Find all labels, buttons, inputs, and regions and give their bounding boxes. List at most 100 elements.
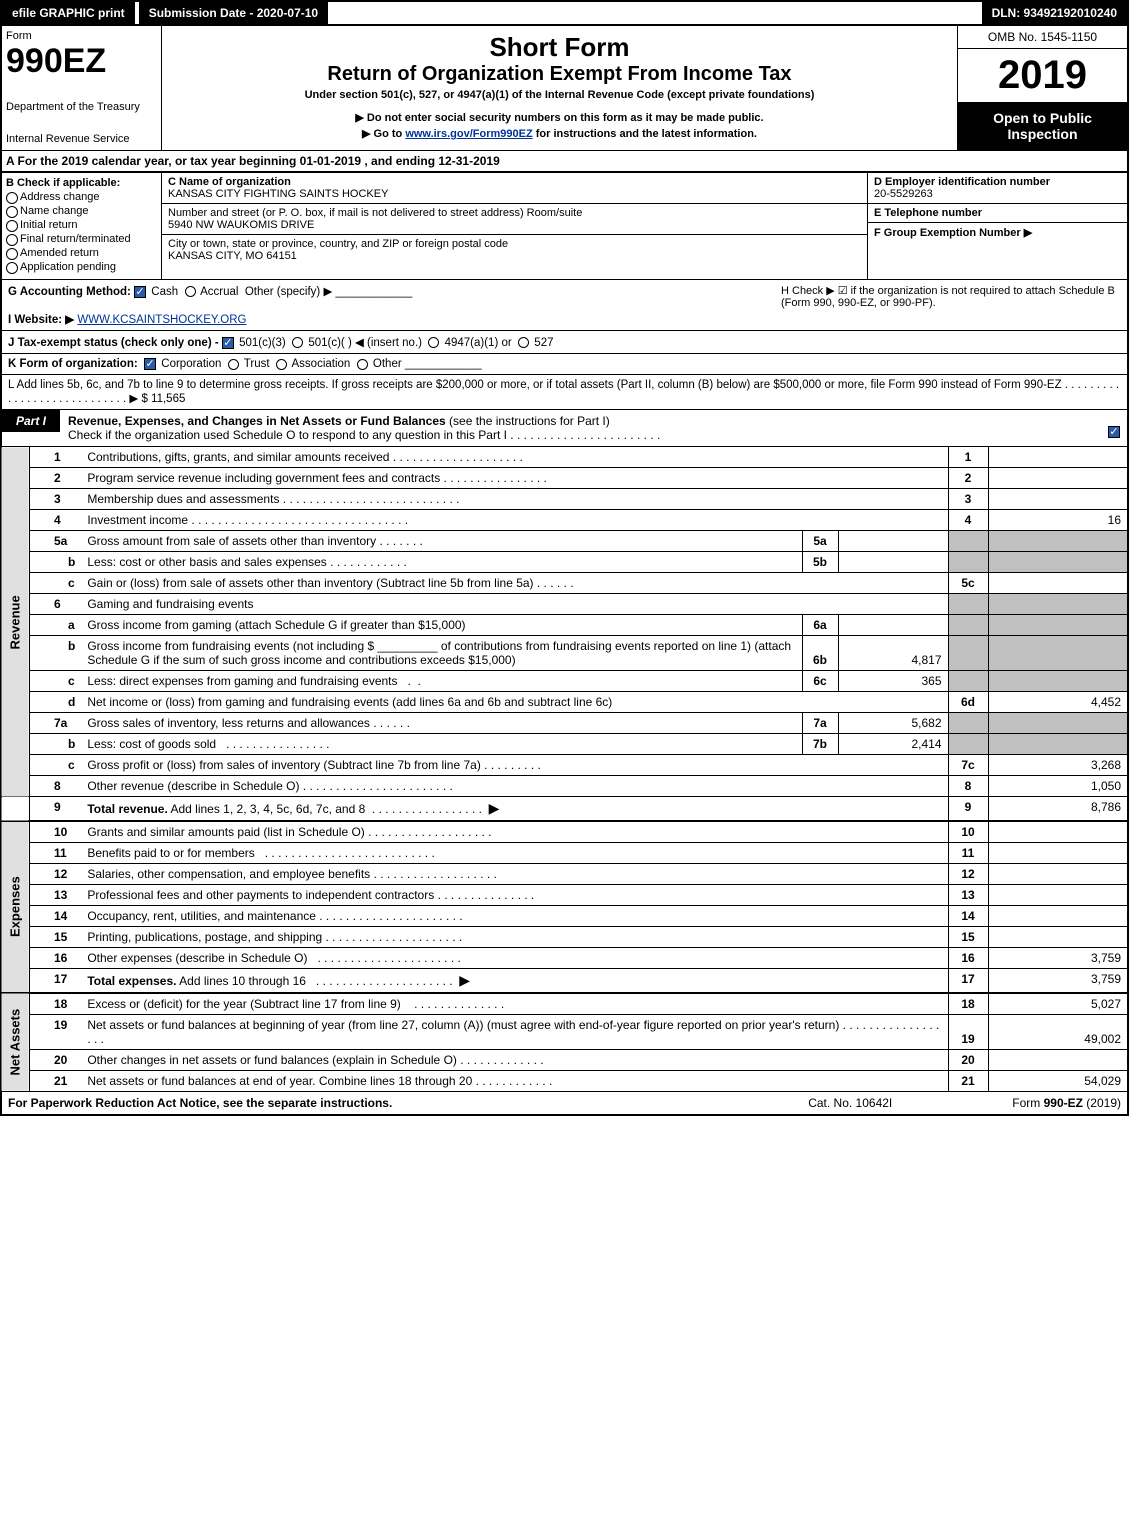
l6a-mval <box>838 615 948 636</box>
j-pre: J Tax-exempt status (check only one) - <box>8 337 222 349</box>
l10-rval <box>988 821 1128 843</box>
l7c-rnum: 7c <box>948 755 988 776</box>
cb-final-return[interactable]: Final return/terminated <box>20 233 157 245</box>
l5b-desc: Less: cost or other basis and sales expe… <box>81 552 802 573</box>
txt-corp: Corporation <box>161 358 221 370</box>
cb-501c3[interactable]: ✓ <box>222 337 234 349</box>
l6a-num: a <box>30 615 82 636</box>
cb-527[interactable] <box>518 337 529 348</box>
txt-4947: 4947(a)(1) or <box>445 337 512 349</box>
txt-501c: 501(c)( ) ◀ (insert no.) <box>308 337 422 349</box>
l6c-rnum <box>948 671 988 692</box>
l16-rval: 3,759 <box>988 948 1128 969</box>
l6-rval <box>988 594 1128 615</box>
l6b-desc: Gross income from fundraising events (no… <box>81 636 802 671</box>
l1-num: 1 <box>30 447 82 468</box>
l5a-desc: Gross amount from sale of assets other t… <box>81 531 802 552</box>
efile-print-button[interactable]: efile GRAPHIC print <box>2 2 135 24</box>
col-b-checkboxes: B Check if applicable: Address change Na… <box>2 173 162 279</box>
goto-pre: ▶ Go to <box>362 128 405 140</box>
row-g-accounting: G Accounting Method: ✓ Cash Accrual Othe… <box>0 280 1129 331</box>
cb-amended-return[interactable]: Amended return <box>20 247 157 259</box>
l8-rnum: 8 <box>948 776 988 797</box>
l14-rval <box>988 906 1128 927</box>
grp-label: F Group Exemption Number ▶ <box>874 226 1121 239</box>
l15-rnum: 15 <box>948 927 988 948</box>
txt-other: Other (specify) ▶ <box>245 286 332 298</box>
l15-desc: Printing, publications, postage, and shi… <box>81 927 948 948</box>
l11-rnum: 11 <box>948 843 988 864</box>
l12-desc: Salaries, other compensation, and employ… <box>81 864 948 885</box>
l7b-num: b <box>30 734 82 755</box>
txt-trust: Trust <box>244 358 270 370</box>
cb-other-org[interactable] <box>357 359 368 370</box>
form-title-2: Return of Organization Exempt From Incom… <box>168 63 951 86</box>
l17-rval: 3,759 <box>988 969 1128 994</box>
l21-rnum: 21 <box>948 1071 988 1092</box>
ein-label: D Employer identification number <box>874 176 1121 188</box>
l5a-num: 5a <box>30 531 82 552</box>
l3-num: 3 <box>30 489 82 510</box>
dept-treasury: Department of the Treasury <box>6 101 157 113</box>
l19-rnum: 19 <box>948 1015 988 1050</box>
part-1-note: (see the instructions for Part I) <box>449 414 610 428</box>
tel-label: E Telephone number <box>874 207 1121 219</box>
cb-schedule-o[interactable]: ✓ <box>1108 426 1120 438</box>
l5a-mnum: 5a <box>802 531 838 552</box>
part-1-check-note: Check if the organization used Schedule … <box>68 428 660 442</box>
l5c-num: c <box>30 573 82 594</box>
part-1-tab: Part I <box>2 410 60 432</box>
l7b-mval: 2,414 <box>838 734 948 755</box>
l6a-rval <box>988 615 1128 636</box>
cb-association[interactable] <box>276 359 287 370</box>
l3-rval <box>988 489 1128 510</box>
info-grid: B Check if applicable: Address change Na… <box>0 173 1129 280</box>
footer-cat: Cat. No. 10642I <box>808 1096 892 1110</box>
col-b-header: B Check if applicable: <box>6 177 157 189</box>
form-header: Form 990EZ Department of the Treasury In… <box>0 26 1129 150</box>
cb-4947[interactable] <box>428 337 439 348</box>
txt-527: 527 <box>534 337 553 349</box>
row-h-schedule-b: H Check ▶ ☑ if the organization is not r… <box>781 284 1121 326</box>
cb-application-pending[interactable]: Application pending <box>20 261 157 273</box>
cb-cash[interactable]: ✓ <box>134 286 146 298</box>
cb-accrual[interactable] <box>185 286 196 297</box>
form-number: 990EZ <box>6 42 157 81</box>
l5a-rval <box>988 531 1128 552</box>
l9-rval: 8,786 <box>988 797 1128 822</box>
l12-rval <box>988 864 1128 885</box>
cb-trust[interactable] <box>228 359 239 370</box>
l20-rval <box>988 1050 1128 1071</box>
cb-corporation[interactable]: ✓ <box>144 358 156 370</box>
omb-number: OMB No. 1545-1150 <box>958 26 1127 49</box>
l6a-rnum <box>948 615 988 636</box>
side-blank-rev <box>1 797 30 822</box>
l6b-mnum: 6b <box>802 636 838 671</box>
l19-rval: 49,002 <box>988 1015 1128 1050</box>
form-link-line: ▶ Go to www.irs.gov/Form990EZ for instru… <box>168 127 951 140</box>
l3-desc: Membership dues and assessments . . . . … <box>81 489 948 510</box>
l6d-rnum: 6d <box>948 692 988 713</box>
footer-paperwork: For Paperwork Reduction Act Notice, see … <box>8 1096 808 1110</box>
cb-address-change[interactable]: Address change <box>20 191 157 203</box>
l11-num: 11 <box>30 843 82 864</box>
irs-link[interactable]: www.irs.gov/Form990EZ <box>405 128 532 140</box>
ein: 20-5529263 <box>874 188 1121 200</box>
form-warning: ▶ Do not enter social security numbers o… <box>168 111 951 124</box>
l14-desc: Occupancy, rent, utilities, and maintena… <box>81 906 948 927</box>
l2-num: 2 <box>30 468 82 489</box>
cb-name-change[interactable]: Name change <box>20 205 157 217</box>
l1-rval <box>988 447 1128 468</box>
l7c-num: c <box>30 755 82 776</box>
l15-num: 15 <box>30 927 82 948</box>
l21-desc: Net assets or fund balances at end of ye… <box>81 1071 948 1092</box>
l10-num: 10 <box>30 821 82 843</box>
l7b-desc: Less: cost of goods sold . . . . . . . .… <box>81 734 802 755</box>
website-link[interactable]: WWW.KCSAINTSHOCKEY.ORG <box>77 314 246 326</box>
cb-initial-return[interactable]: Initial return <box>20 219 157 231</box>
l6-desc: Gaming and fundraising events <box>81 594 948 615</box>
cb-501c[interactable] <box>292 337 303 348</box>
l5b-rnum <box>948 552 988 573</box>
l8-num: 8 <box>30 776 82 797</box>
txt-accrual: Accrual <box>200 286 238 298</box>
